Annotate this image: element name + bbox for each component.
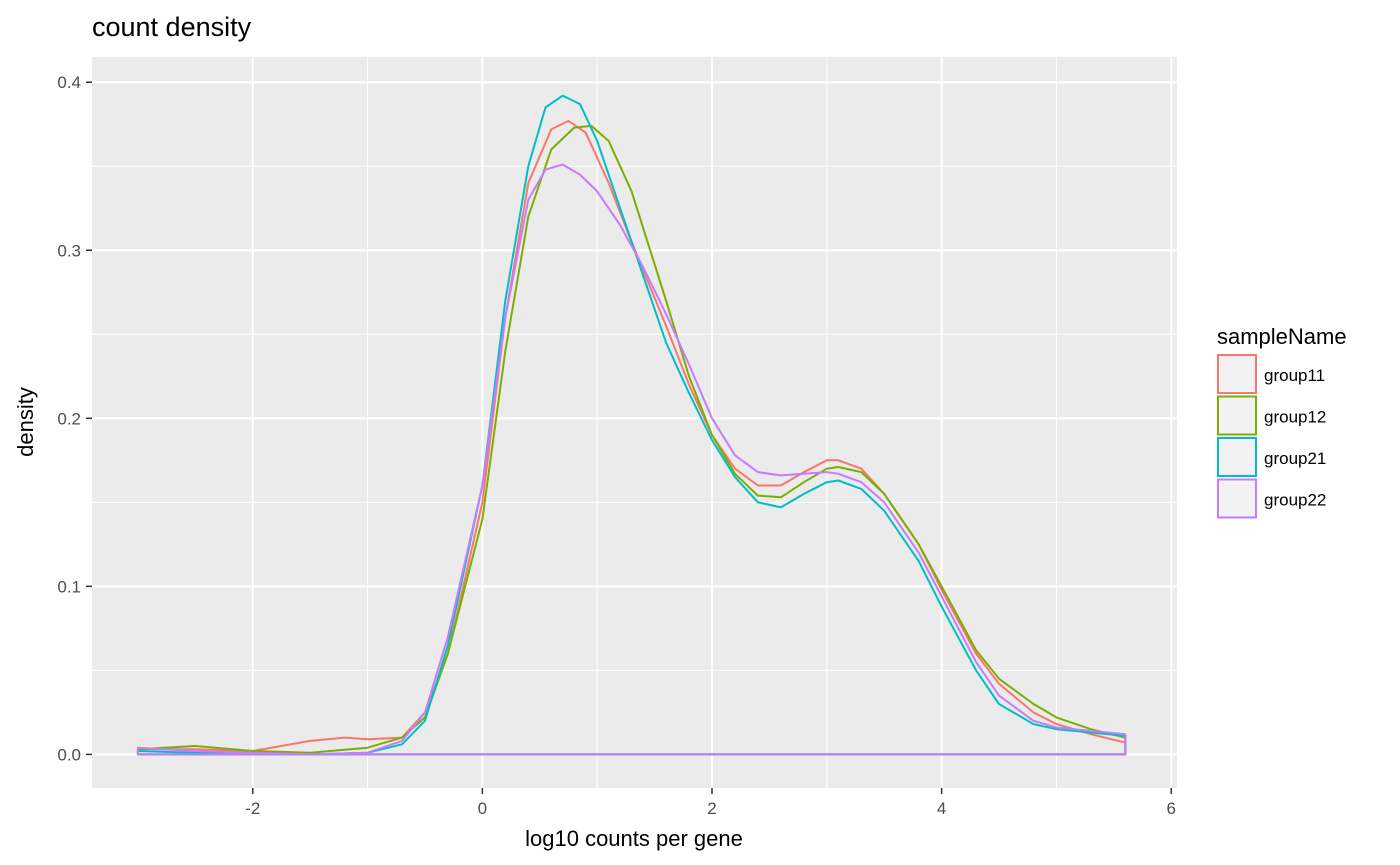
x-tick-label: 0 [478, 799, 487, 818]
x-axis-title: log10 counts per gene [525, 826, 743, 851]
y-tick-label: 0.3 [57, 241, 81, 260]
density-line-group11 [136, 119, 1127, 756]
legend-label-group21: group21 [1264, 449, 1326, 468]
legend-key-group21 [1217, 437, 1257, 477]
y-axis-title: density [13, 387, 38, 457]
y-tick-label: 0.1 [57, 577, 81, 596]
plot-panel [92, 57, 1177, 788]
legend-title: sampleName [1217, 324, 1347, 349]
density-line-group12 [136, 124, 1127, 756]
x-tick-label: 6 [1167, 799, 1176, 818]
legend-label-group11: group11 [1264, 366, 1325, 385]
y-tick-label: 0.0 [57, 745, 81, 764]
x-tick-label: 2 [707, 799, 716, 818]
y-tick-label: 0.2 [57, 409, 81, 428]
x-tick-label: -2 [245, 799, 260, 818]
legend: sampleName group11 group12 group21 group22 [1217, 324, 1347, 519]
legend-key-group12 [1217, 395, 1257, 436]
chart-title: count density [92, 12, 252, 42]
legend-label-group22: group22 [1264, 491, 1326, 510]
minor-gridlines [92, 57, 1177, 788]
density-curves [136, 94, 1127, 756]
y-axis: 0.0 0.1 0.2 0.3 0.4 [57, 73, 92, 764]
legend-key-group22 [1217, 478, 1257, 519]
x-axis: -2 0 2 4 6 [245, 788, 1176, 818]
legend-label-group12: group12 [1264, 408, 1326, 427]
density-line-group21 [136, 94, 1127, 756]
x-tick-label: 4 [937, 799, 946, 818]
legend-key-group11 [1217, 354, 1257, 394]
density-line-group22 [136, 163, 1127, 756]
y-tick-label: 0.4 [57, 73, 81, 92]
